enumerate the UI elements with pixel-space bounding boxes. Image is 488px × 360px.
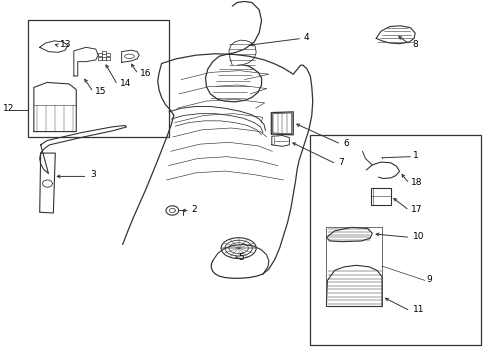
Text: 7: 7 [338, 158, 344, 167]
Text: 4: 4 [304, 33, 309, 42]
Bar [106, 57, 110, 60]
Text: 2: 2 [191, 205, 197, 214]
Bar [98, 53, 102, 56]
Text: 6: 6 [343, 139, 348, 148]
Bar [102, 51, 106, 54]
Bar [310, 135, 480, 345]
Bar [106, 53, 110, 56]
Text: 10: 10 [412, 232, 424, 241]
Text: 1: 1 [412, 151, 418, 160]
Text: 15: 15 [95, 86, 106, 95]
Text: 14: 14 [120, 80, 131, 89]
Text: 9: 9 [426, 275, 431, 284]
Text: 13: 13 [60, 40, 72, 49]
Text: 11: 11 [412, 305, 424, 314]
Text: 12: 12 [3, 104, 15, 113]
Text: 16: 16 [140, 69, 151, 78]
Text: 18: 18 [410, 178, 422, 187]
Text: 8: 8 [412, 40, 418, 49]
Bar [98, 57, 102, 60]
Text: 17: 17 [410, 205, 422, 214]
Bar [27, 21, 168, 137]
Bar [102, 57, 106, 60]
Text: 3: 3 [90, 171, 96, 180]
Text: 5: 5 [238, 253, 244, 262]
